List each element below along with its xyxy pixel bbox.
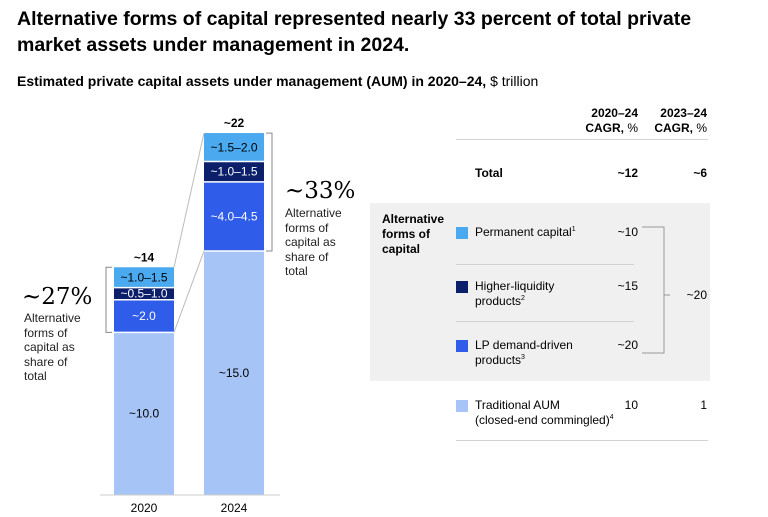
total-label: Total [475, 166, 503, 180]
subtitle-text: Estimated private capital assets under m… [17, 73, 487, 89]
bar-value-label: ~1.0–1.5 [210, 165, 257, 179]
row-divider [456, 321, 634, 322]
share-2024-line: Alternative [285, 206, 342, 220]
header-line: CAGR, [585, 121, 624, 135]
legend-swatch-higher-liquidity [456, 281, 468, 293]
bar-value-label: ~2.0 [132, 309, 156, 323]
bar-segment-2024-0 [204, 251, 264, 495]
chart-title: Alternative forms of capital represented… [17, 8, 692, 56]
bar-value-label: ~4.0–4.5 [210, 209, 257, 223]
alt-capital-bracket [105, 266, 112, 333]
group-label-line: forms of [382, 227, 430, 241]
share-2020-line: forms of [24, 325, 68, 340]
share-annotation-2020-value: ~27% [22, 284, 93, 310]
bar-value-label: ~0.5–1.0 [120, 287, 167, 301]
share-2024-line: forms of [285, 220, 329, 235]
legend-swatch-lp-demand-driven [456, 340, 468, 352]
row-divider [456, 440, 708, 441]
footnote-marker: 1 [571, 226, 576, 233]
total-cagr-2023-24: ~6 [693, 166, 707, 180]
bar-segment-2024-3 [204, 133, 264, 162]
header-unit: % [627, 121, 638, 135]
subtitle-unit: $ trillion [490, 73, 539, 89]
footnote-marker: 2 [521, 295, 525, 302]
row-label-text: Permanent capital [475, 225, 572, 239]
footnote-marker: 4 [609, 414, 614, 421]
total-cagr-2020-24: ~12 [617, 166, 638, 180]
group-label: Alternative forms of capital [382, 212, 444, 257]
share-2020-line: share of [24, 354, 68, 369]
cagr-2020-24-permanent-capital: ~10 [617, 225, 638, 239]
share-annotation-2024-value: ~33% [285, 178, 356, 204]
share-2020-line: capital as [24, 340, 75, 354]
footnote-marker: 3 [521, 354, 525, 361]
bar-segment-2024-1 [204, 181, 264, 251]
share-2024-line: total [285, 264, 308, 278]
x-tick-label: 2024 [221, 501, 248, 515]
row-label-text: Traditional AUM [475, 398, 560, 412]
share-annotation-2024-text: Alternative forms of capital as share of… [285, 206, 342, 279]
header-line: CAGR, [654, 121, 693, 135]
cagr-2020-24-traditional: 10 [624, 398, 638, 412]
x-tick-label: 2020 [131, 501, 158, 515]
cagr-2023-24-traditional: 1 [700, 398, 707, 412]
bar-value-label: ~1.5–2.0 [210, 140, 257, 154]
header-cagr-2020-24: 2020–24 CAGR, % [585, 106, 638, 136]
row-label-text: products [475, 294, 522, 308]
bar-value-label: ~1.0–1.5 [120, 270, 167, 284]
bar-connector-line [173, 250, 205, 333]
share-2024-line: share of [285, 249, 329, 264]
bar-segment-2020-2 [114, 287, 174, 300]
alt-group-bracket [642, 226, 670, 354]
cagr-2023-24-alt-capital: ~20 [686, 288, 707, 302]
header-line: 2020–24 [591, 106, 638, 120]
group-label-line: Alternative [382, 212, 445, 226]
bar-total-label: ~14 [134, 250, 155, 264]
bar-value-label: ~10.0 [129, 407, 160, 421]
row-label-higher-liquidity: Higher-liquidity products2 [475, 279, 554, 309]
row-label-permanent-capital: Permanent capital1 [475, 225, 576, 240]
bar-segment-2020-3 [114, 267, 174, 288]
bar-value-label: ~15.0 [219, 366, 250, 380]
row-label-text: Higher-liquidity [475, 279, 555, 293]
share-2020-line: Alternative [24, 311, 81, 325]
cagr-2020-24-higher-liquidity: ~15 [617, 279, 638, 293]
legend-swatch-traditional-aum [456, 400, 468, 412]
alt-capital-group-background [370, 203, 710, 381]
row-label-text: LP demand-driven [475, 338, 573, 352]
row-divider [456, 264, 634, 265]
bar-connector-line [173, 132, 205, 268]
share-2024-line: capital as [285, 235, 336, 249]
bar-segment-2020-1 [114, 299, 174, 333]
header-line: 2023–24 [660, 106, 707, 120]
row-label-text: products [475, 353, 522, 367]
row-divider [456, 139, 708, 140]
bar-segment-2024-2 [204, 161, 264, 182]
bar-total-label: ~22 [224, 116, 245, 130]
share-2020-line: total [24, 369, 47, 383]
row-label-traditional-aum: Traditional AUM (closed-end commingled)4 [475, 398, 614, 428]
group-label-line: capital [382, 242, 421, 256]
cagr-2020-24-lp-demand-driven: ~20 [617, 338, 638, 352]
row-label-lp-demand-driven: LP demand-driven products3 [475, 338, 573, 368]
share-annotation-2020-text: Alternative forms of capital as share of… [24, 311, 81, 384]
legend-swatch-permanent-capital [456, 227, 468, 239]
bar-segment-2020-0 [114, 332, 174, 495]
chart-subtitle: Estimated private capital assets under m… [17, 73, 538, 89]
header-cagr-2023-24: 2023–24 CAGR, % [654, 106, 707, 136]
row-label-text: (closed-end commingled) [475, 413, 610, 427]
alt-capital-bracket [266, 132, 273, 252]
header-unit: % [696, 121, 707, 135]
